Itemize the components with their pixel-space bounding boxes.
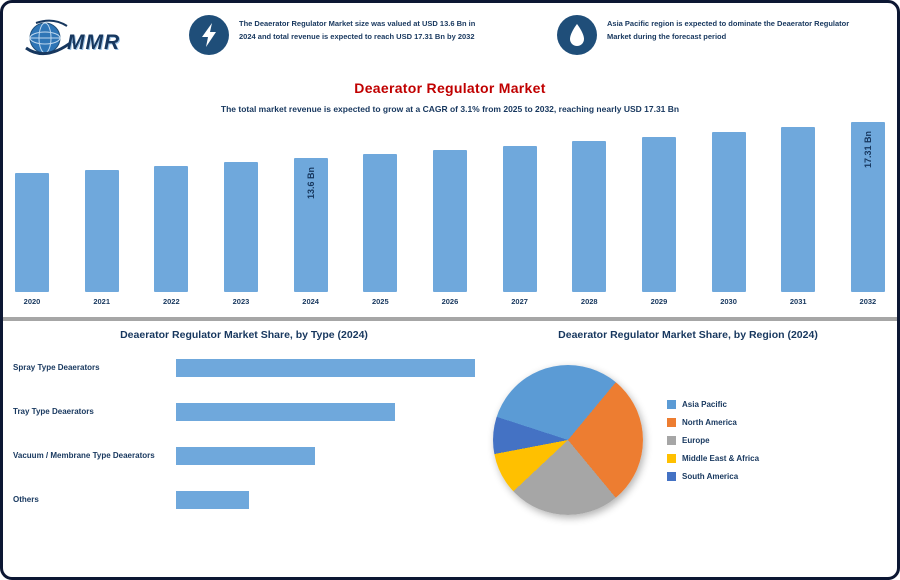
x-axis-label: 2026 [441, 297, 459, 306]
bar-column-2027: 2027 [502, 146, 537, 309]
bar-2022 [154, 166, 189, 292]
bar-2029 [641, 137, 676, 292]
type-bar-track [176, 359, 475, 377]
x-axis-label: 2032 [859, 297, 877, 306]
bar-2021 [84, 170, 119, 292]
x-axis-label: 2031 [789, 297, 807, 306]
type-bar [176, 447, 315, 465]
bar-column-2028: 2028 [572, 141, 607, 309]
lower-section: Deaerator Regulator Market Share, by Typ… [3, 329, 897, 535]
mmr-logo: MMR [21, 15, 179, 70]
legend-label: Middle East & Africa [682, 453, 760, 463]
x-axis-label: 2027 [511, 297, 528, 306]
legend-swatch [667, 453, 676, 463]
legend-swatch [667, 417, 676, 427]
bar-2024: 13.6 Bn [293, 158, 328, 292]
bar-column-2026: 2026 [432, 150, 467, 309]
legend-label: North America [682, 417, 737, 427]
bar-2030 [711, 132, 746, 292]
bar-column-2024: 13.6 Bn 2024 [293, 158, 328, 309]
x-axis-label: 2028 [580, 297, 598, 306]
region-pie-chart [493, 365, 643, 515]
pie-chart-area: Asia Pacific North America Europe Middle Ea… [489, 365, 887, 515]
bar-column-2032: 17.31 Bn 2032 [850, 122, 885, 309]
legend-swatch [667, 435, 676, 445]
x-axis-label: 2022 [162, 297, 180, 306]
legend-item: North America [667, 417, 759, 427]
highlight-region: Asia Pacific region is expected to domin… [557, 15, 857, 55]
legend-label: Europe [682, 435, 710, 445]
annual-bar-chart: 2020 2021 2022 2023 13.6 Bn 2024 2025 2026 2027 2… [3, 122, 897, 309]
legend-item: Europe [667, 435, 759, 445]
logo-text: MMR [67, 30, 121, 54]
type-label: Others [13, 495, 39, 504]
bar-2027 [502, 146, 537, 292]
type-row: Spray Type Deaerators [13, 359, 475, 377]
legend-label: South America [682, 471, 739, 481]
section-divider [3, 317, 897, 321]
legend-item: South America [667, 471, 759, 481]
type-label: Vacuum / Membrane Type Deaerators [13, 451, 155, 460]
lightning-bolt-icon [189, 15, 229, 55]
bar-2032: 17.31 Bn [850, 122, 885, 292]
legend-label: Asia Pacific [682, 399, 727, 409]
water-drop-icon [557, 15, 597, 55]
bar-2031 [781, 127, 816, 292]
pie-legend: Asia Pacific North America Europe Middle Ea… [667, 395, 759, 485]
bar-column-2025: 2025 [363, 154, 398, 309]
bar-2028 [572, 141, 607, 292]
type-bar-track [176, 491, 475, 509]
legend-swatch [667, 399, 676, 409]
type-row: Tray Type Deaerators [13, 403, 475, 421]
x-axis-label: 2029 [650, 297, 668, 306]
type-label: Tray Type Deaerators [13, 407, 94, 416]
bar-column-2020: 2020 [15, 173, 49, 309]
bar-2023 [223, 162, 258, 292]
bar-column-2031: 2031 [781, 127, 816, 309]
legend-item: Asia Pacific [667, 399, 759, 409]
x-axis-label: 2021 [93, 297, 110, 306]
bar-value-label: 17.31 Bn [862, 131, 873, 169]
x-axis-label: 2024 [302, 297, 319, 306]
region-share-section: Deaerator Regulator Market Share, by Reg… [489, 329, 887, 535]
type-bar [176, 359, 475, 377]
type-bar [176, 491, 249, 509]
bar-2025 [363, 154, 398, 292]
bar-column-2022: 2022 [154, 166, 189, 309]
bar-2026 [432, 150, 467, 292]
x-axis-label: 2025 [371, 297, 389, 306]
region-chart-title: Deaerator Regulator Market Share, by Reg… [558, 329, 818, 341]
type-row: Others [13, 491, 475, 509]
bar-2020 [15, 173, 49, 292]
bar-value-label: 13.6 Bn [305, 167, 316, 200]
bar-column-2030: 2030 [711, 132, 746, 309]
page-subtitle: The total market revenue is expected to … [220, 104, 680, 114]
x-axis-label: 2030 [720, 297, 737, 306]
type-label: Spray Type Deaerators [13, 363, 100, 372]
bar-column-2029: 2029 [641, 137, 676, 309]
highlight-market-size: The Deaerator Regulator Market size was … [189, 15, 509, 55]
globe-icon [21, 15, 79, 70]
type-bar-chart: Spray Type Deaerators Tray Type Deaerator… [13, 359, 475, 509]
type-bar-track [176, 447, 475, 465]
highlight-text: The Deaerator Regulator Market size was … [239, 19, 476, 41]
type-bar [176, 403, 395, 421]
type-bar-track [176, 403, 475, 421]
highlight-text: Asia Pacific region is expected to domin… [607, 19, 850, 41]
bar-column-2021: 2021 [84, 170, 119, 309]
type-chart-title: Deaerator Regulator Market Share, by Typ… [120, 329, 368, 341]
type-share-section: Deaerator Regulator Market Share, by Typ… [13, 329, 489, 535]
legend-swatch [667, 471, 676, 481]
x-axis-label: 2023 [232, 297, 250, 306]
x-axis-label: 2020 [23, 297, 41, 306]
bar-column-2023: 2023 [223, 162, 258, 309]
type-row: Vacuum / Membrane Type Deaerators [13, 447, 475, 465]
header: MMR The Deaerator Regulator Market size … [3, 3, 897, 70]
legend-item: Middle East & Africa [667, 453, 760, 463]
page-title: Deaerator Regulator Market [354, 80, 546, 96]
